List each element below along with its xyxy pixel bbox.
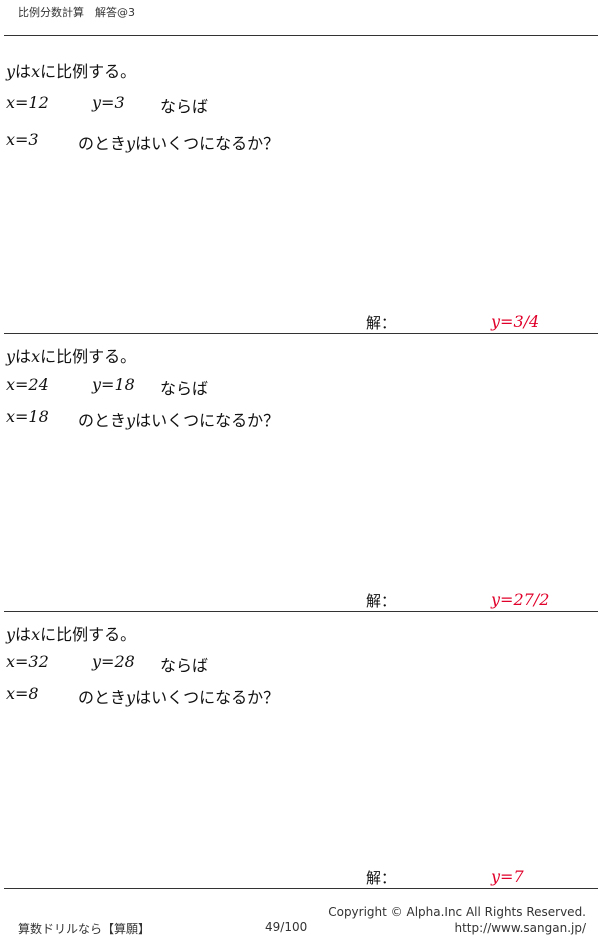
text: はいくつになるか？ bbox=[135, 411, 280, 430]
question: のときyはいくつになるか？ bbox=[78, 130, 279, 154]
answer-value: y=3/4 bbox=[491, 312, 540, 331]
given-x: x=12 bbox=[6, 93, 49, 112]
text: はいくつになるか？ bbox=[135, 688, 280, 707]
given-y: y=3 bbox=[92, 93, 125, 112]
math-var: y bbox=[126, 134, 136, 153]
text: に比例する。 bbox=[40, 347, 137, 366]
problem-statement: yはxに比例する。 bbox=[6, 343, 136, 367]
math-var: y bbox=[6, 347, 16, 366]
footer-brand: 算数ドリルなら【算願】 bbox=[18, 922, 151, 936]
copyright: Copyright © Alpha.Inc All Rights Reserve… bbox=[328, 905, 586, 919]
answer-value: y=7 bbox=[491, 867, 524, 886]
answer-label: 解： bbox=[366, 592, 397, 610]
ask-x: x=3 bbox=[6, 130, 39, 149]
ask-x: x=8 bbox=[6, 684, 39, 703]
text: は bbox=[15, 625, 32, 644]
divider bbox=[4, 333, 598, 334]
question: のときyはいくつになるか？ bbox=[78, 407, 279, 431]
given-x: x=24 bbox=[6, 375, 49, 394]
math-var: x bbox=[31, 62, 41, 81]
math-var: y bbox=[126, 411, 136, 430]
math-var: y bbox=[6, 625, 16, 644]
page-title: 比例分数計算 解答@3 bbox=[18, 6, 135, 19]
question: のときyはいくつになるか？ bbox=[78, 684, 279, 708]
text: に比例する。 bbox=[40, 625, 137, 644]
divider bbox=[4, 35, 598, 36]
text: のとき bbox=[78, 688, 127, 707]
answer-value: y=27/2 bbox=[491, 590, 550, 609]
text: はいくつになるか？ bbox=[135, 134, 280, 153]
text: は bbox=[15, 62, 32, 81]
text: のとき bbox=[78, 411, 127, 430]
math-var: y bbox=[6, 62, 16, 81]
given-y: y=18 bbox=[92, 375, 135, 394]
text: は bbox=[15, 347, 32, 366]
given-tail: ならば bbox=[160, 656, 209, 675]
divider bbox=[4, 888, 598, 889]
given-x: x=32 bbox=[6, 652, 49, 671]
math-var: x bbox=[31, 347, 41, 366]
math-var: y bbox=[126, 688, 136, 707]
given-y: y=28 bbox=[92, 652, 135, 671]
problem-statement: yはxに比例する。 bbox=[6, 58, 136, 82]
problem-statement: yはxに比例する。 bbox=[6, 621, 136, 645]
page-number: 49/100 bbox=[265, 920, 308, 934]
answer-label: 解： bbox=[366, 869, 397, 887]
math-var: x bbox=[31, 625, 41, 644]
text: に比例する。 bbox=[40, 62, 137, 81]
answer-label: 解： bbox=[366, 314, 397, 332]
given-tail: ならば bbox=[160, 97, 209, 116]
divider bbox=[4, 611, 598, 612]
footer-url[interactable]: http://www.sangan.jp/ bbox=[454, 921, 586, 935]
ask-x: x=18 bbox=[6, 407, 49, 426]
text: のとき bbox=[78, 134, 127, 153]
given-tail: ならば bbox=[160, 379, 209, 398]
